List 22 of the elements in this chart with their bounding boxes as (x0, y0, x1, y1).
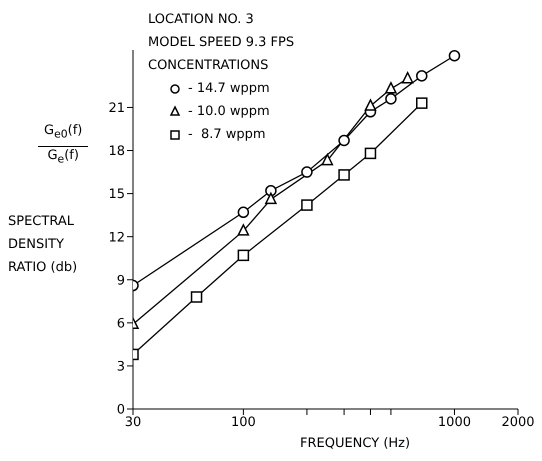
y-tick-label: 12 (108, 230, 125, 246)
y-tick-label: 0 (116, 402, 125, 418)
legend-label: - 14.7 wppm (188, 81, 270, 96)
y-axis-title: SPECTRAL DENSITY RATIO (db) (8, 214, 78, 275)
text: G$_{e0}$(f) (44, 123, 82, 141)
text: G$_{e}$(f) (47, 148, 79, 166)
legend-label: - 10.0 wppm (188, 104, 270, 119)
x-tick-label: 100 (230, 415, 256, 430)
legend-label: - 8.7 wppm (188, 127, 266, 142)
y-tick-label: 3 (116, 360, 125, 375)
legend-title: CONCENTRATIONS (148, 58, 268, 73)
chart-subtitle: MODEL SPEED 9.3 FPS (148, 35, 294, 50)
y-tick-label: 6 (116, 316, 125, 332)
y-tick-label: 21 (108, 101, 125, 116)
chart-title: LOCATION NO. 3 (148, 12, 254, 27)
x-tick-label: 1000 (438, 415, 472, 430)
y-tick-label: 18 (108, 144, 125, 160)
y-tick-label: 9 (116, 273, 125, 288)
x-axis-title: FREQUENCY (Hz) (300, 436, 410, 451)
x-tick-label: 30 (124, 415, 142, 430)
y-tick-label: 15 (108, 187, 125, 202)
x-tick-label: 2000 (501, 415, 535, 430)
